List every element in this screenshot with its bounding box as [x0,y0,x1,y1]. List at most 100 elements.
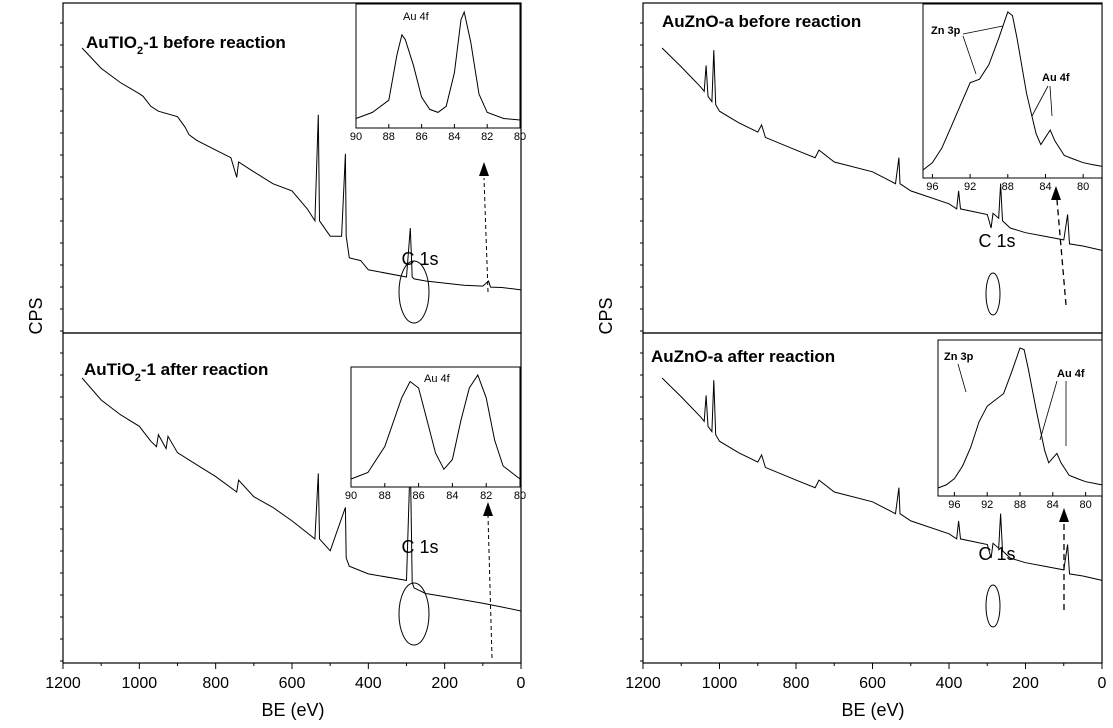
au4f-dashed-arrow-left-bottom [487,515,493,659]
x-tick-label: 1200 [625,675,661,692]
label-pointer [957,363,967,393]
inset-frame [355,3,521,129]
inset-right-top: 96 92 88 84 80 Zn 3p Au 4f [922,3,1103,193]
label-pointer [1049,85,1053,117]
inset-frame [937,339,1103,497]
inset-x-tick-label: 88 [383,131,395,143]
title-part: -1 after reaction [141,360,269,379]
inset-x-tick-label: 88 [379,490,391,502]
c1s-ellipse-right-bottom [985,584,1001,628]
x-tick-label: 0 [517,675,526,692]
inset-x-tick-label: 82 [480,490,492,502]
inset-x-tick-label: 80 [1079,499,1091,511]
inset-x-tick-label: 92 [964,181,976,193]
arrowhead [1051,186,1061,200]
right-x-axis-label: BE (eV) [841,700,904,720]
inset-x-tick-label: 84 [448,131,460,143]
inset-x-tick-label: 92 [981,499,993,511]
inset-x-tick-label: 80 [514,490,526,502]
title-part: AuTiO [84,360,135,379]
x-tick-label: 800 [202,675,229,692]
inset-x-tick-label: 88 [1002,181,1014,193]
inset-left-top: 90 88 86 84 82 80 Au 4f [350,3,526,143]
inset-ticks: 90 88 86 84 82 80 [345,483,526,502]
inset-frame [922,3,1103,179]
inset-ticks: 96 92 88 84 80 [926,174,1089,193]
spectrum-line-right-top [661,47,1103,251]
inset-x-tick-label: 86 [415,131,427,143]
title-part: -1 before reaction [143,33,286,52]
x-tick-label: 600 [859,675,886,692]
inset-left-bottom: 90 88 86 84 82 80 Au 4f [345,366,526,502]
inset-right-bottom: 96 92 88 84 80 Zn 3p Au 4f [937,339,1103,511]
left-column: 1200 1000 800 600 400 200 0 CPS BE (eV) [26,2,526,720]
inset-x-tick-label: 82 [481,131,493,143]
arrowhead [1059,508,1069,522]
c1s-ellipse-left-bottom [398,582,430,646]
au4f-dashed-arrow-left-top [483,177,489,293]
au4f-inset-line-left-top [355,10,521,121]
panel-title-left-top: AuTIO2-1 before reaction [86,33,286,57]
title-subscript: 2 [135,372,141,384]
c1s-label-right-top: C 1s [978,231,1015,251]
inset-label-zn3p: Zn 3p [944,351,974,363]
x-tick-label: 800 [783,675,810,692]
x-tick-label: 1000 [702,675,738,692]
left-y-axis-label: CPS [26,297,46,334]
inset-ticks: 90 88 86 84 82 80 [350,124,526,143]
inset-x-tick-label: 80 [1077,181,1089,193]
spectrum-line-right-bottom [661,377,1103,581]
x-tick-label: 0 [1098,675,1107,692]
label-pointer [962,25,1004,35]
inset-x-tick-label: 90 [345,490,357,502]
x-tick-label: 1200 [45,675,81,692]
inset-label-au4f: Au 4f [1057,368,1085,380]
title-subscript: 2 [137,45,143,57]
inset-x-tick-label: 84 [1047,499,1059,511]
label-pointer [962,35,977,75]
panel-title-left-bottom: AuTiO2-1 after reaction [84,360,268,384]
right-y-axis-label: CPS [596,297,616,334]
x-tick-label: 400 [936,675,963,692]
x-tick-label: 600 [279,675,306,692]
inset-label-au4f: Au 4f [403,11,430,23]
left-x-ticks: 1200 1000 800 600 400 200 0 [45,663,526,692]
arrowhead [483,502,493,516]
inset-x-tick-label: 90 [350,131,362,143]
x-tick-label: 1000 [122,675,158,692]
au4f-dashed-arrow-right-top [1056,199,1067,306]
spectrum-line-left-bottom [81,377,522,612]
left-y-ticks [60,22,63,662]
c1s-ellipse-right-top [985,272,1001,316]
zn3p-au4f-inset-line-right-bottom [937,347,1103,489]
zn3p-au4f-inset-line-right-top [922,11,1103,171]
x-tick-label: 200 [1012,675,1039,692]
inset-label-au4f: Au 4f [1042,72,1070,84]
spectrum-line-left-top [81,47,522,291]
arrowhead [479,162,489,176]
c1s-label-right-bottom: C 1s [978,544,1015,564]
c1s-label-left-top: C 1s [401,249,438,269]
inset-frame [350,366,521,488]
inset-ticks: 96 92 88 84 80 [948,492,1092,511]
left-x-axis-label: BE (eV) [261,700,324,720]
c1s-label-left-bottom: C 1s [401,537,438,557]
right-x-ticks: 1200 1000 800 600 400 200 0 [625,663,1107,692]
x-tick-label: 400 [355,675,382,692]
panel-title-right-top: AuZnO-a before reaction [662,12,861,31]
inset-x-tick-label: 96 [926,181,938,193]
label-pointer [1039,380,1058,441]
c1s-ellipse-left-top [398,260,430,324]
title-part: AuTIO [86,33,137,52]
inset-x-tick-label: 96 [948,499,960,511]
inset-x-tick-label: 84 [1039,181,1051,193]
x-tick-label: 200 [431,675,458,692]
inset-x-tick-label: 84 [446,490,458,502]
inset-x-tick-label: 80 [514,131,526,143]
inset-label-au4f: Au 4f [424,373,451,385]
inset-x-tick-label: 88 [1014,499,1026,511]
right-y-ticks [640,22,643,662]
inset-label-zn3p: Zn 3p [931,25,961,37]
inset-x-tick-label: 86 [412,490,424,502]
